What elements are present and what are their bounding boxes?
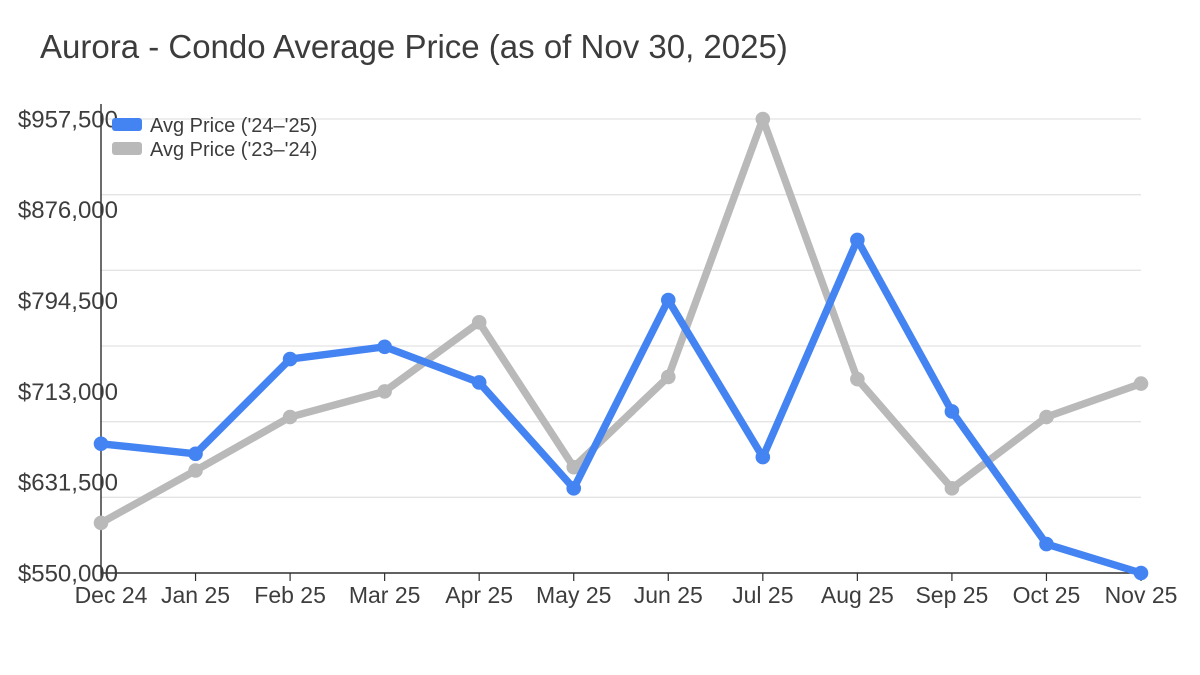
data-point-marker xyxy=(377,339,392,355)
y-axis-labels: $957,500 $876,000 $794,500 $713,000 $631,500… xyxy=(18,106,118,587)
legend-swatch-avg-price-24-25 xyxy=(112,118,142,131)
data-point-marker xyxy=(755,449,771,465)
legend-label-avg-price-24-25: Avg Price ('24–'25) xyxy=(150,115,317,137)
data-point-marker xyxy=(1039,409,1054,425)
x-tick-label: Dec 24 xyxy=(75,582,148,608)
y-tick-label: $794,500 xyxy=(18,288,118,315)
data-point-marker xyxy=(850,232,865,248)
data-point-marker xyxy=(188,463,203,478)
series-lines xyxy=(93,111,1149,581)
data-point-marker xyxy=(755,111,771,127)
data-point-marker xyxy=(660,292,676,308)
y-tick-label: $550,000 xyxy=(18,560,118,587)
axes xyxy=(100,104,1143,581)
x-tick-label: Mar 25 xyxy=(349,582,421,608)
data-point-marker xyxy=(1133,565,1149,581)
series-line-avg-price-24-25 xyxy=(97,236,1145,577)
data-point-marker xyxy=(282,351,298,367)
x-tick-label: Sep 25 xyxy=(915,582,988,608)
legend-label-avg-price-23-24: Avg Price ('23–'24) xyxy=(150,139,317,161)
data-point-marker xyxy=(471,375,487,390)
x-tick-label: Nov 25 xyxy=(1105,582,1178,608)
chart-title: Aurora - Condo Average Price (as of Nov … xyxy=(40,28,788,65)
data-point-marker xyxy=(282,409,298,425)
data-point-marker xyxy=(1133,376,1149,391)
data-point-marker xyxy=(660,369,676,385)
x-tick-label: Jan 25 xyxy=(161,582,230,608)
y-tick-label: $957,500 xyxy=(18,106,118,133)
x-tick-label: Oct 25 xyxy=(1013,582,1081,608)
x-axis-labels: Dec 24 Jan 25 Feb 25 Mar 25 Apr 25 May 25 Jun … xyxy=(75,582,1178,608)
data-point-marker xyxy=(188,446,203,462)
data-point-marker xyxy=(566,459,582,475)
data-point-marker xyxy=(850,371,865,387)
data-point-marker xyxy=(471,315,487,330)
x-tick-label: Jun 25 xyxy=(634,582,703,608)
gridlines xyxy=(101,118,1141,498)
x-tick-label: May 25 xyxy=(536,582,611,608)
data-point-marker xyxy=(93,436,109,452)
x-tick-label: Aug 25 xyxy=(821,582,894,608)
y-tick-label: $631,500 xyxy=(18,470,118,497)
x-tick-label: Apr 25 xyxy=(445,582,513,608)
series-line-avg-price-23-24 xyxy=(97,115,1145,527)
legend: Avg Price ('24–'25) Avg Price ('23–'24) xyxy=(112,115,317,161)
data-point-marker xyxy=(377,384,392,399)
data-point-marker xyxy=(1039,536,1054,552)
x-tick-label: Feb 25 xyxy=(254,582,326,608)
y-tick-label: $876,000 xyxy=(18,197,118,224)
data-point-marker xyxy=(944,404,960,419)
data-point-marker xyxy=(93,515,109,531)
data-point-marker xyxy=(566,481,582,496)
y-tick-label: $713,000 xyxy=(18,379,118,406)
data-point-marker xyxy=(944,481,960,496)
x-tick-label: Jul 25 xyxy=(732,582,793,608)
legend-swatch-avg-price-23-24 xyxy=(112,142,142,155)
